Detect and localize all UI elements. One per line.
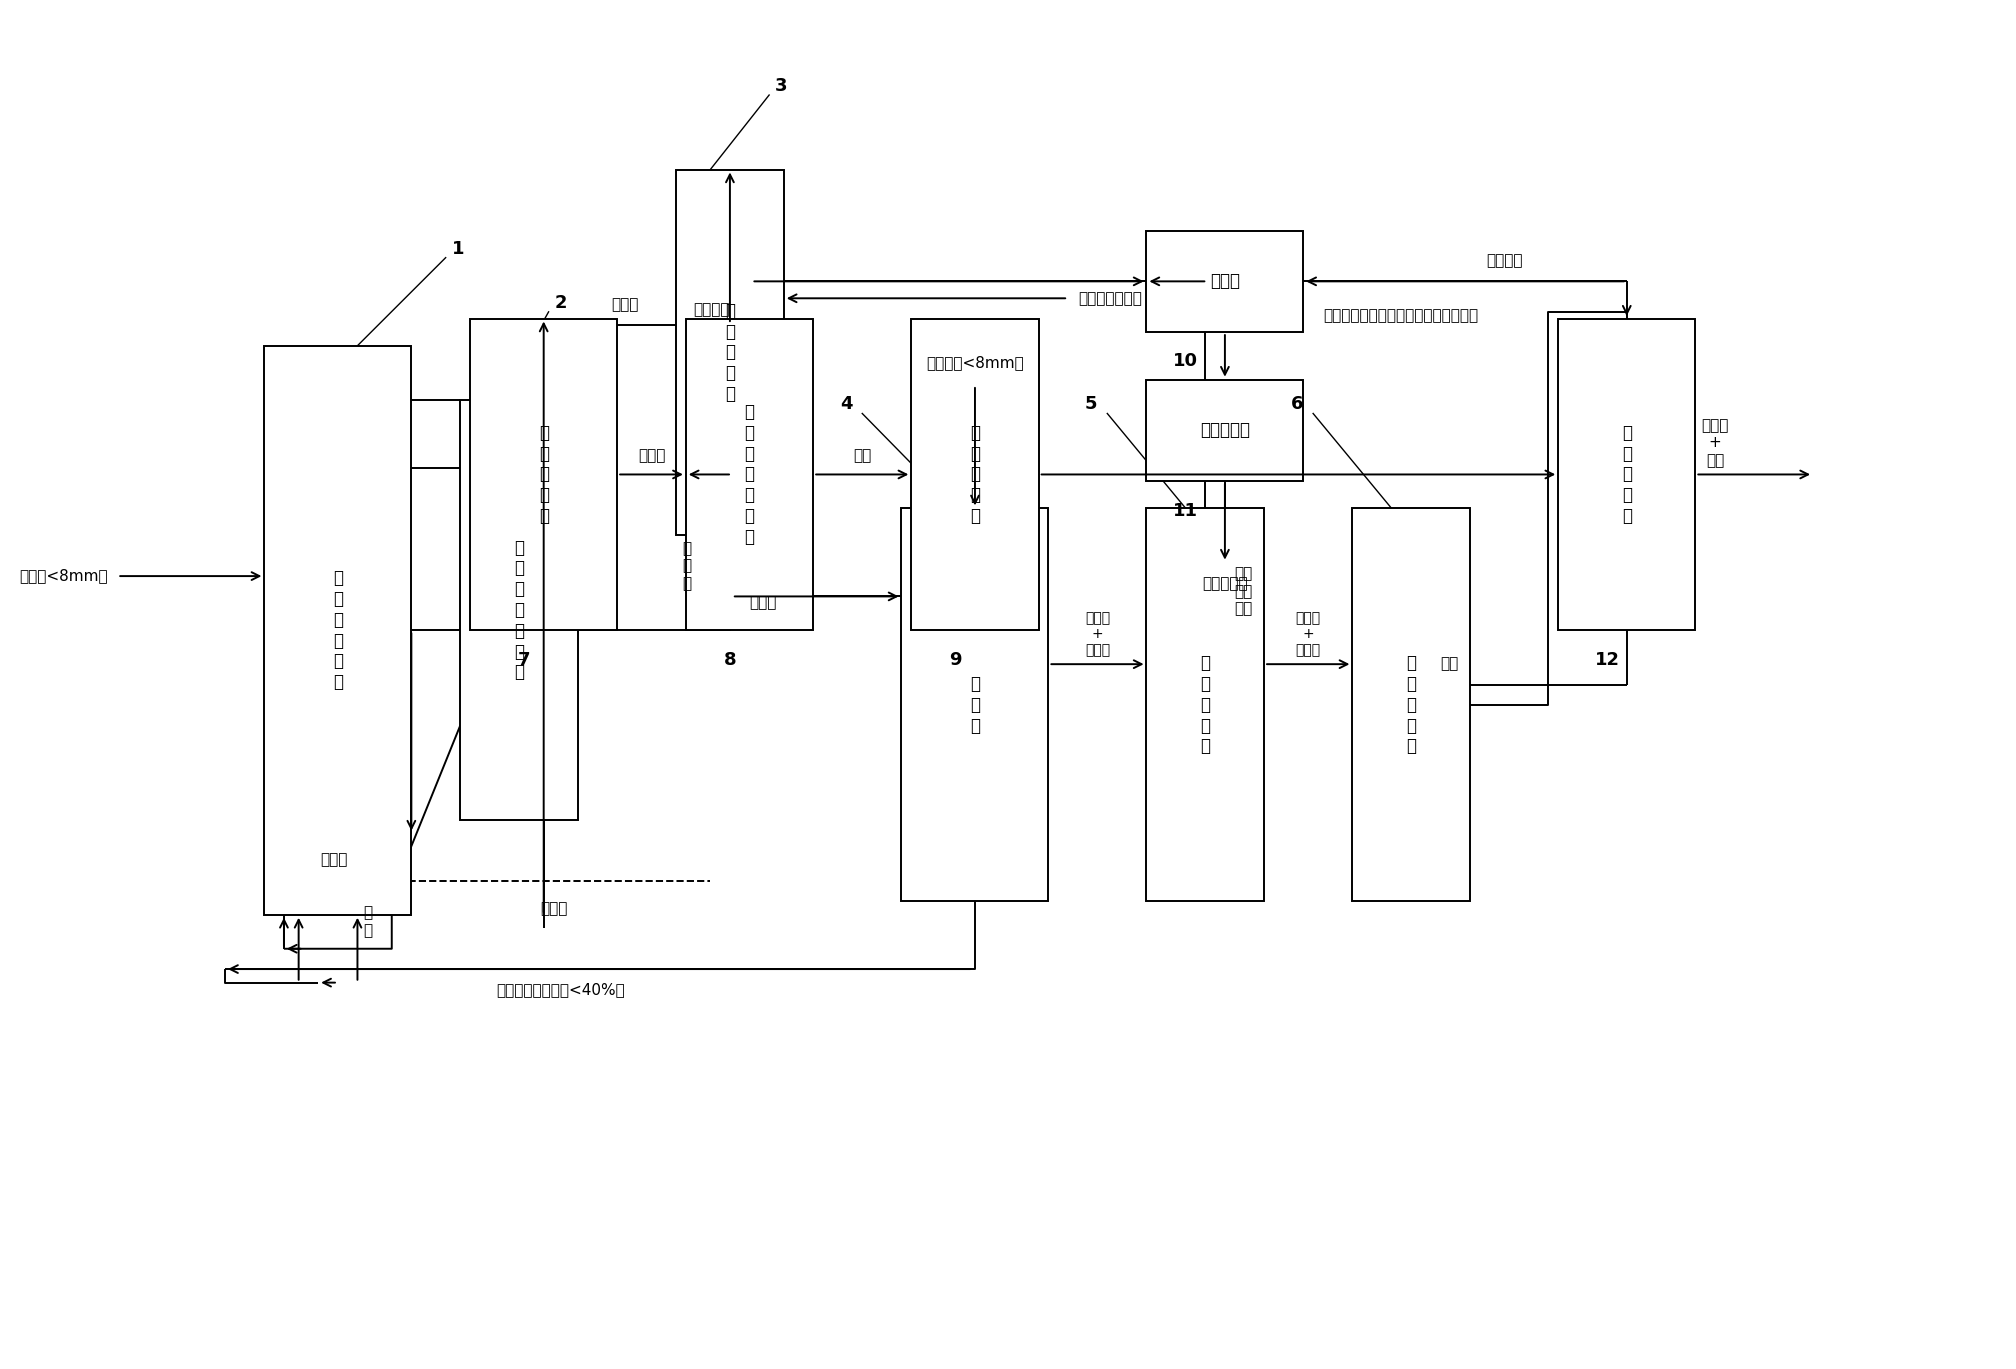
Bar: [460, 400, 579, 820]
Text: 煤
气
冷
却
器: 煤 气 冷 却 器: [970, 424, 980, 526]
Text: 热空气: 热空气: [321, 853, 347, 868]
Text: 6: 6: [1290, 396, 1302, 413]
Text: 11: 11: [1173, 501, 1198, 520]
Text: 高碳飞灰: 高碳飞灰: [1486, 253, 1522, 268]
Text: 灰
渣: 灰 渣: [363, 905, 373, 938]
Text: 热解气
+
粗煤气: 热解气 + 粗煤气: [1085, 611, 1111, 657]
Text: 废
水
蒸
发
器: 废 水 蒸 发 器: [538, 424, 548, 526]
Text: 热解气
+
煤气: 热解气 + 煤气: [1702, 418, 1728, 468]
Text: 炭
化
炉: 炭 化 炉: [970, 675, 980, 735]
Text: 空
气
预
热
器: 空 气 预 热 器: [726, 303, 736, 402]
Text: 高碳飞灰: 高碳飞灰: [694, 301, 730, 316]
Bar: [675, 170, 784, 535]
Text: 生物质炭（挥发分<40%）: 生物质炭（挥发分<40%）: [496, 983, 625, 998]
Text: 石灰石（对富含高钙飞灰可以不添加）: 石灰石（对富含高钙飞灰可以不添加）: [1322, 308, 1478, 323]
Text: 10: 10: [1173, 352, 1198, 371]
Text: 7: 7: [518, 650, 530, 668]
Text: 二
级
冷
却
器: 二 级 冷 却 器: [1405, 654, 1415, 756]
Text: 1: 1: [452, 240, 464, 257]
Text: 原煤（<8mm）: 原煤（<8mm）: [18, 568, 107, 583]
Bar: [1353, 508, 1470, 901]
Text: 4: 4: [841, 396, 853, 413]
Text: 活性炭原料: 活性炭原料: [1202, 576, 1248, 591]
Text: 3: 3: [774, 77, 788, 94]
Text: 二
级
旋
风
分
离
器: 二 级 旋 风 分 离 器: [744, 402, 754, 546]
Text: 2: 2: [554, 294, 566, 312]
Text: 粗煤气: 粗煤气: [611, 297, 639, 312]
Text: 布
袋
除
尘
器: 布 袋 除 尘 器: [1621, 424, 1631, 526]
Bar: [911, 319, 1038, 630]
Text: 煤气: 煤气: [853, 449, 871, 464]
Text: 流
化
床
气
化
炉: 流 化 床 气 化 炉: [333, 570, 343, 691]
Bar: [1147, 230, 1302, 333]
Bar: [1147, 379, 1302, 482]
Text: 5: 5: [1085, 396, 1097, 413]
Text: 酸性
有机
废液: 酸性 有机 废液: [1234, 567, 1254, 616]
Text: 水蒸气: 水蒸气: [540, 901, 566, 916]
Bar: [901, 508, 1048, 901]
Bar: [264, 346, 411, 914]
Text: 搅拌器: 搅拌器: [1210, 272, 1240, 290]
Text: 12: 12: [1595, 650, 1619, 668]
Text: 热解气
+
粗煤气: 热解气 + 粗煤气: [1296, 611, 1320, 657]
Text: 生物质（<8mm）: 生物质（<8mm）: [925, 355, 1024, 370]
Text: 空气或富氧空气: 空气或富氧空气: [1079, 290, 1141, 305]
Text: 废水: 废水: [1441, 656, 1460, 671]
Text: 粗煤气: 粗煤气: [637, 449, 665, 464]
Text: 粗
煤
气: 粗 煤 气: [681, 541, 691, 591]
Text: 一
级
旋
风
分
离
器: 一 级 旋 风 分 离 器: [514, 538, 524, 682]
Text: 9: 9: [950, 650, 962, 668]
Bar: [1147, 508, 1264, 901]
Text: 热空气: 热空气: [750, 596, 776, 611]
Bar: [470, 319, 617, 630]
Text: 冷压成型机: 冷压成型机: [1200, 422, 1250, 439]
Text: 一
级
冷
却
器: 一 级 冷 却 器: [1200, 654, 1210, 756]
Bar: [685, 319, 812, 630]
Text: 8: 8: [724, 650, 736, 668]
Bar: [1558, 319, 1695, 630]
